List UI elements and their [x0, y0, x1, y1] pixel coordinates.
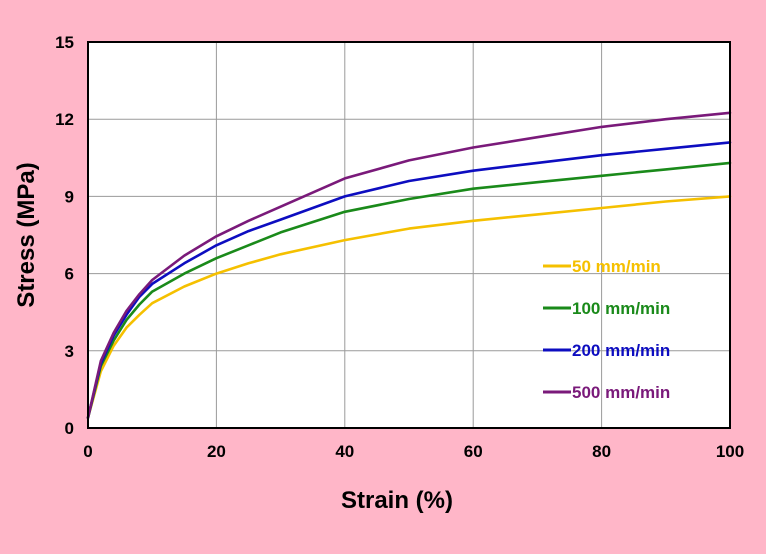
x-tick-label: 80	[592, 442, 611, 461]
y-tick-label: 6	[65, 265, 74, 284]
y-tick-label: 15	[55, 33, 74, 52]
series-line-0	[86, 195, 732, 419]
legend-label: 100 mm/min	[572, 299, 670, 318]
series-line-3	[86, 111, 732, 419]
legend-label: 200 mm/min	[572, 341, 670, 360]
x-axis-title: Strain (%)	[341, 487, 453, 514]
x-tick-label: 40	[335, 442, 354, 461]
x-tick-label: 100	[716, 442, 744, 461]
plot-frame	[87, 41, 731, 429]
legend-label: 500 mm/min	[572, 383, 670, 402]
y-tick-labels: 0 3 6 9 12 15	[55, 33, 74, 438]
legend-label: 50 mm/min	[572, 257, 661, 276]
x-tick-label: 0	[83, 442, 92, 461]
x-tick-label: 20	[207, 442, 226, 461]
series-line-1	[86, 161, 732, 419]
series-group	[86, 111, 732, 419]
legend: 50 mm/min 100 mm/min 200 mm/min 500 mm/min	[543, 257, 670, 402]
y-axis-title: Stress (MPa)	[13, 162, 40, 307]
x-tick-label: 60	[464, 442, 483, 461]
x-tick-labels: 0 20 40 60 80 100	[83, 442, 744, 461]
y-tick-label: 0	[65, 419, 74, 438]
plot-area	[88, 42, 730, 428]
y-tick-label: 3	[65, 342, 74, 361]
grid-lines	[88, 42, 730, 428]
y-tick-label: 12	[55, 110, 74, 129]
series-line-2	[86, 141, 732, 419]
y-tick-label: 9	[65, 187, 74, 206]
